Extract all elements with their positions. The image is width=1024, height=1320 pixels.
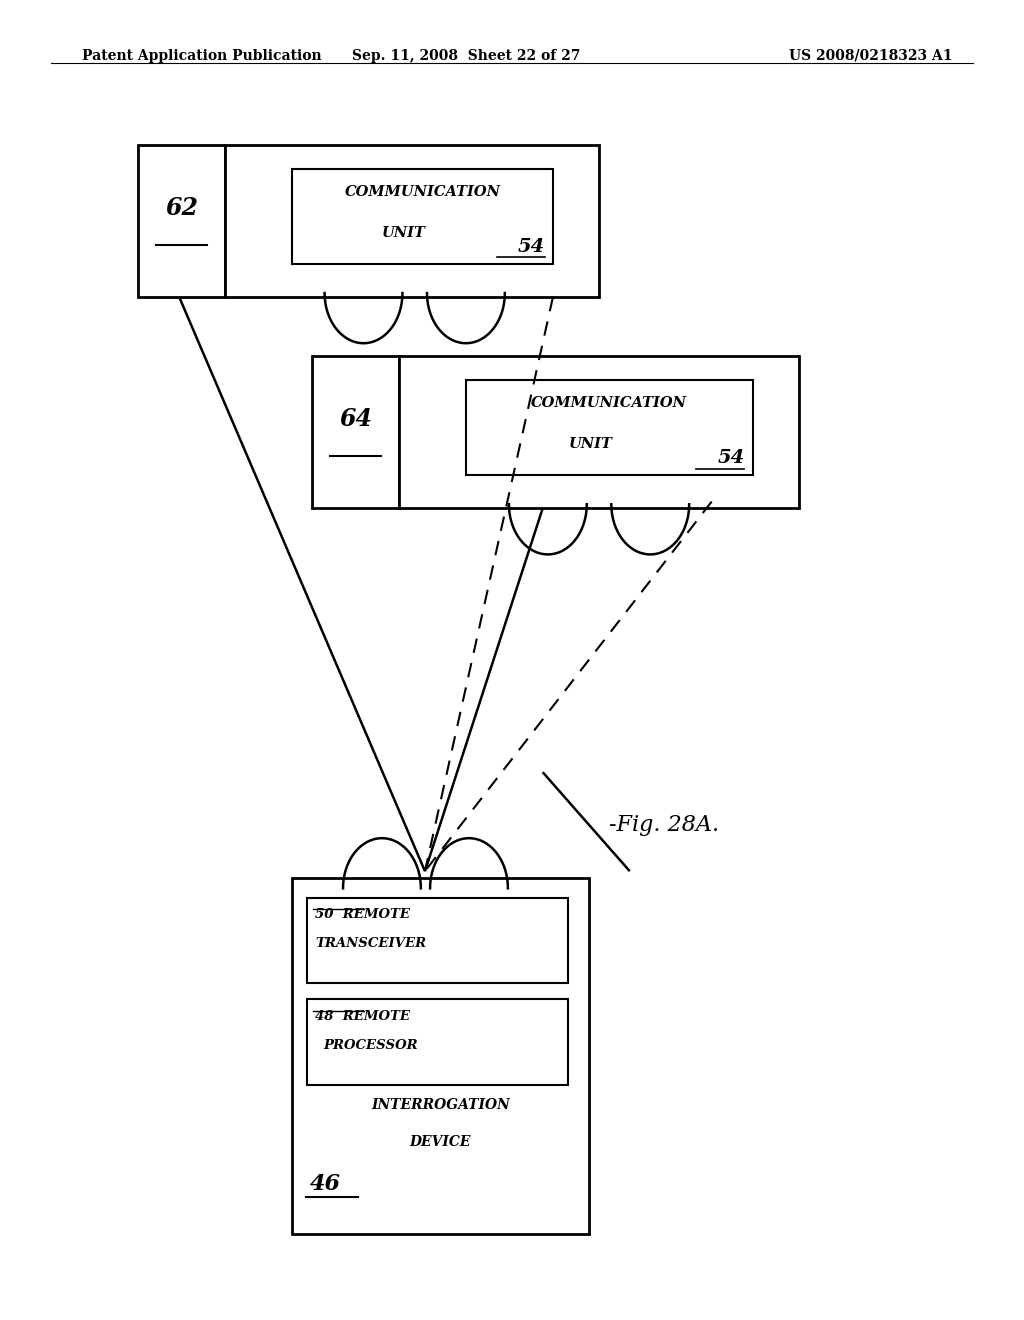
- Bar: [292, 878, 589, 1234]
- Text: TRANSCEIVER: TRANSCEIVER: [315, 937, 427, 950]
- Bar: [138, 145, 225, 297]
- Bar: [307, 999, 568, 1085]
- Text: 54: 54: [517, 238, 545, 256]
- Text: COMMUNICATION: COMMUNICATION: [531, 396, 687, 411]
- Bar: [292, 169, 553, 264]
- Text: 46: 46: [310, 1172, 341, 1195]
- Text: INTERROGATION: INTERROGATION: [371, 1098, 510, 1113]
- Text: COMMUNICATION: COMMUNICATION: [344, 185, 501, 199]
- Bar: [399, 356, 799, 508]
- Text: Patent Application Publication: Patent Application Publication: [82, 49, 322, 63]
- Bar: [225, 145, 599, 297]
- Text: 50  REMOTE: 50 REMOTE: [315, 908, 411, 921]
- Text: 54: 54: [717, 449, 744, 467]
- Bar: [307, 898, 568, 983]
- Text: Sep. 11, 2008  Sheet 22 of 27: Sep. 11, 2008 Sheet 22 of 27: [351, 49, 581, 63]
- Text: DEVICE: DEVICE: [410, 1135, 471, 1150]
- Text: -Fig. 28A.: -Fig. 28A.: [609, 814, 720, 836]
- Text: 48  REMOTE: 48 REMOTE: [315, 1010, 411, 1023]
- Text: US 2008/0218323 A1: US 2008/0218323 A1: [788, 49, 952, 63]
- Text: 62: 62: [165, 195, 199, 220]
- Text: UNIT: UNIT: [568, 437, 612, 451]
- Bar: [312, 356, 399, 508]
- Text: 64: 64: [339, 407, 373, 432]
- Bar: [466, 380, 753, 475]
- Text: UNIT: UNIT: [381, 226, 425, 240]
- Text: PROCESSOR: PROCESSOR: [324, 1039, 418, 1052]
